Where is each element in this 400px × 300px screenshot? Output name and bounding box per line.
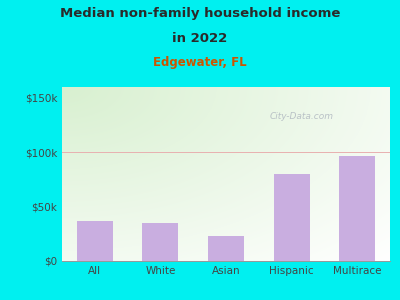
Text: in 2022: in 2022	[172, 32, 228, 44]
Bar	[339, 155, 375, 261]
Bar	[208, 236, 244, 261]
Bar	[142, 223, 178, 261]
Text: Median non-family household income: Median non-family household income	[60, 8, 340, 20]
Text: City-Data.com: City-Data.com	[270, 112, 334, 121]
Bar	[77, 221, 113, 261]
Bar	[274, 174, 310, 261]
Text: Edgewater, FL: Edgewater, FL	[153, 56, 247, 68]
